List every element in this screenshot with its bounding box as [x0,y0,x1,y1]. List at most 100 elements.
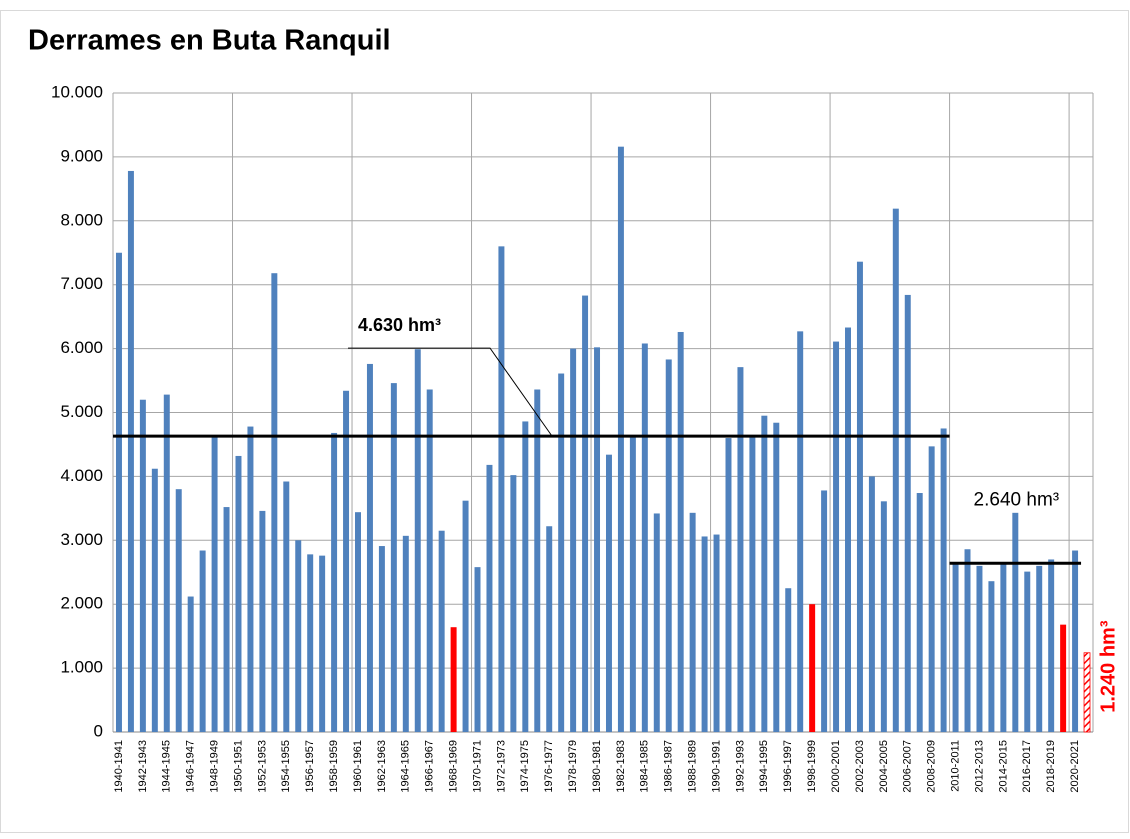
bar [283,481,290,732]
bar [605,454,612,732]
bar [307,554,314,732]
bar [402,535,409,732]
x-tick-label: 2000-2001 [830,740,842,793]
bar [546,526,553,732]
y-tick-label: 4.000 [60,466,103,485]
bar [115,252,122,732]
x-tick-label: 1978-1979 [567,740,579,793]
bar [175,489,182,732]
bar [653,513,660,732]
x-tick-label: 1952-1953 [256,740,268,793]
bar [390,383,397,732]
bar [976,565,983,732]
x-tick-label: 1958-1959 [328,740,340,793]
bar [713,534,720,732]
bar [665,359,672,732]
x-tick-label: 2006-2007 [902,740,914,793]
bar [928,446,935,732]
x-tick-label: 1944-1945 [161,740,173,793]
y-tick-label: 2.000 [60,594,103,613]
value-annotation: 1.240 hm³ [1097,620,1119,713]
x-tick-label: 1980-1981 [591,740,603,793]
bar [582,295,589,732]
x-tick-label: 2002-2003 [854,740,866,793]
x-tick-label: 1984-1985 [639,740,651,793]
bar [199,550,206,732]
x-tick-label: 2012-2013 [973,740,985,793]
bar [462,500,469,732]
bar [952,562,959,732]
x-tick-label: 1994-1995 [758,740,770,793]
x-tick-label: 2020-2021 [1069,740,1081,793]
x-tick-label: 2004-2005 [878,740,890,793]
bar [366,363,373,732]
bar [725,438,732,732]
x-tick-label: 1966-1967 [424,740,436,793]
y-tick-label: 8.000 [60,210,103,229]
bar [127,170,134,732]
x-tick-label: 2008-2009 [926,740,938,793]
bar [151,468,158,732]
bar [940,428,947,732]
bar [594,347,601,732]
x-tick-label: 1968-1969 [448,740,460,793]
bar [271,273,278,732]
bar [1024,571,1031,732]
bar [749,435,756,732]
bar [629,436,636,732]
y-tick-label: 5.000 [60,402,103,421]
x-tick-label: 2014-2015 [997,740,1009,793]
x-tick-label: 1954-1955 [280,740,292,793]
bar [378,546,385,732]
bar [474,567,481,732]
bar [856,261,863,732]
y-tick-label: 9.000 [60,146,103,165]
bar [498,246,505,733]
x-tick-label: 1982-1983 [615,740,627,793]
bar [235,455,242,732]
x-tick-label: 2010-2011 [949,740,961,792]
bar [1048,559,1055,732]
bar [833,341,840,732]
x-tick-label: 1950-1951 [232,740,244,793]
bar [570,348,577,732]
leader-line [348,347,553,437]
bar [701,536,708,732]
bar [809,604,816,732]
bar [522,421,529,732]
bar [1012,512,1019,732]
y-tick-label: 1.000 [60,658,103,677]
bar [617,146,624,732]
bar [892,208,899,732]
x-tick-label: 1956-1957 [304,740,316,793]
x-tick-label: 1998-1999 [806,740,818,793]
bar [558,373,565,732]
bar [211,436,218,732]
x-tick-label: 1992-1993 [734,740,746,793]
x-tick-label: 1962-1963 [376,740,388,793]
x-tick-label: 1946-1947 [185,740,197,793]
bar [450,627,457,732]
bar [677,331,684,732]
bar [247,426,254,732]
bar [331,432,338,732]
bar [880,501,887,732]
x-tick-label: 1976-1977 [543,740,555,793]
bar [438,530,445,732]
x-tick-label: 1960-1961 [352,740,364,793]
bar [1036,565,1043,732]
x-tick-label: 1972-1973 [495,740,507,793]
x-tick-label: 1948-1949 [208,740,220,793]
x-tick-label: 1970-1971 [471,740,483,793]
bar [785,588,792,732]
x-tick-label: 1974-1975 [519,740,531,793]
bar [868,476,875,732]
x-tick-label: 1988-1989 [687,740,699,793]
y-tick-label: 0 [94,721,103,740]
bar [845,327,851,732]
bar [1083,652,1091,733]
mean-label: 4.630 hm³ [358,315,441,335]
chart-title: Derrames en Buta Ranquil [28,25,391,57]
x-tick-label: 1986-1987 [663,740,675,793]
